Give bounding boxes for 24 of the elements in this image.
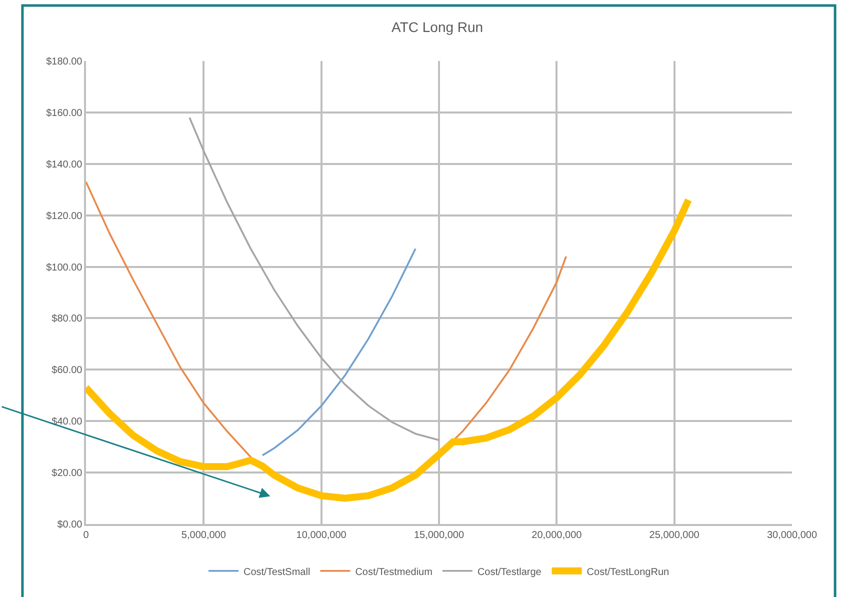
legend-label: Cost/Testmedium — [355, 566, 432, 578]
y-tick-label: $40.00 — [52, 416, 83, 428]
y-tick-label: $140.00 — [46, 159, 83, 170]
legend-label: Cost/Testlarge — [477, 566, 542, 578]
x-tick-label: 5,000,000 — [181, 530, 226, 541]
y-tick-label: $100.00 — [46, 262, 83, 274]
line-series — [188, 116, 440, 442]
chart-title: ATC Long Run — [392, 18, 484, 35]
y-tick-label: $20.00 — [52, 468, 83, 480]
legend-label: Cost/TestLongRun — [586, 566, 670, 578]
x-tick-label: 30,000,000 — [766, 530, 818, 541]
x-tick-label: 15,000,000 — [414, 530, 464, 541]
x-tick-label: 25,000,000 — [649, 530, 700, 541]
legend-label: Cost/TestSmall — [244, 566, 310, 578]
x-tick-label: 20,000,000 — [532, 530, 582, 541]
line-series — [262, 248, 416, 456]
y-tick-label: $0.00 — [57, 520, 83, 530]
y-tick-label: $180.00 — [46, 56, 83, 68]
y-tick-label: $120.00 — [46, 210, 83, 222]
x-tick-label: 0 — [83, 530, 90, 541]
y-tick-label: $60.00 — [52, 365, 83, 376]
y-tick-label: $80.00 — [52, 314, 83, 325]
y-tick-label: $160.00 — [46, 108, 83, 119]
x-tick-label: 10,000,000 — [296, 530, 347, 541]
